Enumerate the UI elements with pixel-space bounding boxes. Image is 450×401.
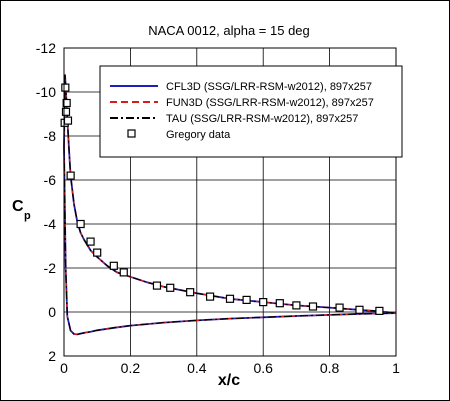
- data-point: [93, 248, 102, 257]
- data-point: [292, 301, 301, 310]
- data-point: [186, 288, 195, 297]
- data-point: [259, 298, 268, 307]
- data-point: [355, 305, 364, 314]
- plot-border: [63, 47, 397, 357]
- data-point: [119, 268, 128, 277]
- legend-label: TAU (SSG/LRR-RSM-w2012), 897x257: [166, 113, 358, 125]
- chart-title: NACA 0012, alpha = 15 deg: [148, 23, 310, 38]
- data-point: [205, 292, 215, 301]
- data-point: [166, 283, 175, 292]
- y-tick-label: -12: [36, 40, 56, 56]
- series-line-2-lower: [63, 146, 397, 336]
- x-axis-label: x/c: [218, 372, 240, 389]
- y-tick-label: -10: [36, 84, 56, 100]
- y-tick-label: -8: [44, 128, 57, 144]
- legend: CFL3D (SSG/LRR-RSM-w2012), 897x257 FUN3D …: [99, 65, 403, 158]
- y-tick-label: -2: [44, 260, 57, 276]
- y-axis-label-sub: p: [24, 210, 31, 222]
- data-point: [66, 171, 75, 180]
- x-tick-label: 0.2: [121, 360, 141, 376]
- data-point: [375, 306, 384, 315]
- data-point: [225, 294, 235, 303]
- data-point: [335, 303, 344, 312]
- data-point: [308, 302, 318, 311]
- data-point: [275, 299, 284, 308]
- y-tick-label: -4: [44, 216, 57, 232]
- series-line-0-lower: [63, 146, 397, 336]
- y-axis-label-main: C: [12, 198, 24, 215]
- gregory-markers: [60, 83, 384, 315]
- data-point: [63, 116, 73, 125]
- y-tick-label: -6: [44, 172, 57, 188]
- x-tick-label: 0.4: [187, 360, 207, 376]
- series-line-1-lower: [63, 146, 397, 336]
- y-tick-label: 0: [48, 304, 56, 320]
- data-point: [62, 98, 71, 108]
- y-tick-label: 2: [48, 348, 56, 364]
- legend-box: [99, 65, 403, 158]
- legend-label: Gregory data: [166, 129, 231, 141]
- data-point: [61, 107, 71, 116]
- x-tick-label: 0: [60, 360, 68, 376]
- series-line-2-upper: [63, 74, 397, 314]
- data-point: [76, 219, 85, 229]
- data-point: [109, 261, 118, 270]
- x-tick-label: 1: [392, 360, 400, 376]
- y-axis-label: C p: [12, 198, 31, 222]
- x-tick-label: 0.8: [320, 360, 340, 376]
- legend-label: FUN3D (SSG/LRR-RSM-w2012), 897x257: [166, 97, 374, 109]
- y-tick-labels: 2 0 -2 -4 -6 -8 -10 -12: [36, 40, 56, 364]
- data-point: [242, 295, 251, 304]
- x-tick-labels: 0 0.2 0.4 0.6 0.8 1: [60, 360, 400, 376]
- data-point: [86, 237, 95, 246]
- legend-swatch: [127, 129, 136, 138]
- x-tick-label: 0.6: [253, 360, 273, 376]
- data-point: [61, 83, 70, 92]
- data-point: [152, 281, 162, 290]
- legend-label: CFL3D (SSG/LRR-RSM-w2012), 897x257: [166, 81, 372, 93]
